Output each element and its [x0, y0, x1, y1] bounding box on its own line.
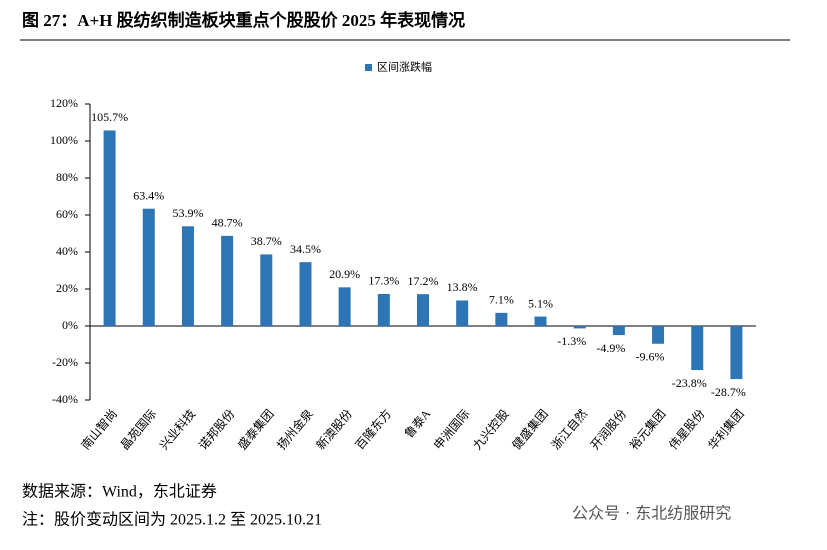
bar: [573, 326, 586, 329]
x-tick-label: 浙江自然: [548, 406, 590, 452]
bar: [103, 130, 116, 326]
value-label: 17.2%: [408, 274, 439, 288]
bar: [652, 326, 665, 344]
x-tick-label: 伟星股份: [666, 407, 708, 453]
value-label: 5.1%: [528, 296, 553, 310]
x-tick-label: 裕元集团: [626, 406, 668, 452]
value-label: 34.5%: [290, 242, 321, 256]
value-label: 63.4%: [133, 188, 164, 202]
value-label: -4.9%: [596, 341, 625, 355]
x-tick-label: 南山智尚: [78, 406, 120, 452]
bar: [417, 294, 429, 326]
x-tick-label: 鲁泰A: [402, 406, 434, 440]
value-label: 48.7%: [212, 216, 243, 230]
y-tick-label: 100%: [50, 133, 78, 147]
y-tick-label: 60%: [56, 207, 78, 221]
bar: [299, 262, 312, 326]
y-tick-label: 80%: [56, 170, 78, 184]
value-label: 53.9%: [172, 206, 203, 220]
bar: [691, 326, 704, 371]
y-tick-label: 20%: [56, 281, 78, 295]
x-tick-label: 九兴控股: [470, 407, 512, 453]
legend-swatch: [365, 64, 372, 71]
bar: [730, 326, 743, 380]
value-label: 7.1%: [489, 293, 514, 307]
bar: [456, 300, 469, 326]
x-tick-label: 新澳股份: [313, 406, 355, 452]
y-tick-label: -40%: [52, 392, 78, 406]
x-tick-label: 开润股份: [588, 407, 630, 453]
bar: [612, 326, 625, 336]
value-label: 17.3%: [368, 274, 399, 288]
note: 注：股价变动区间为 2025.1.2 至 2025.10.21: [22, 511, 322, 529]
bar: [181, 226, 194, 326]
y-tick-label: 0%: [62, 318, 78, 332]
source: 数据来源：Wind，东北证券: [22, 483, 217, 501]
watermark: 公众号 · 东北纺服研究: [572, 504, 731, 523]
value-label: 13.8%: [447, 280, 478, 294]
bar: [221, 235, 234, 326]
bar: [495, 312, 508, 326]
bar: [260, 254, 273, 326]
value-label: -9.6%: [636, 350, 665, 364]
value-label: 105.7%: [91, 110, 128, 124]
x-tick-label: 申洲国际: [431, 407, 473, 453]
value-label: -28.7%: [711, 385, 746, 399]
value-label: -23.8%: [672, 376, 707, 390]
x-tick-label: 百隆东方: [352, 406, 394, 452]
value-label: 20.9%: [329, 267, 360, 281]
bar: [142, 208, 155, 326]
bar: [338, 287, 351, 326]
x-tick-label: 华利集团: [704, 406, 746, 452]
value-label: 38.7%: [251, 234, 282, 248]
bar: [534, 316, 547, 326]
x-tick-label: 扬州金泉: [274, 406, 316, 452]
x-tick-label: 兴业科技: [157, 407, 199, 453]
x-tick-label: 健盛集团: [509, 406, 551, 452]
y-tick-label: 120%: [50, 96, 78, 110]
y-tick-label: 40%: [56, 244, 78, 258]
y-tick-label: -20%: [52, 355, 78, 369]
value-label: -1.3%: [557, 334, 586, 348]
x-tick-label: 晶苑国际: [118, 407, 160, 453]
chart-title: 图 27：A+H 股纺织制造板块重点个股股价 2025 年表现情况: [22, 10, 465, 30]
x-tick-label: 诺邦股份: [196, 407, 238, 453]
legend-label: 区间涨跌幅: [377, 60, 432, 74]
x-tick-label: 盛泰集团: [234, 406, 276, 452]
bar: [377, 293, 390, 326]
